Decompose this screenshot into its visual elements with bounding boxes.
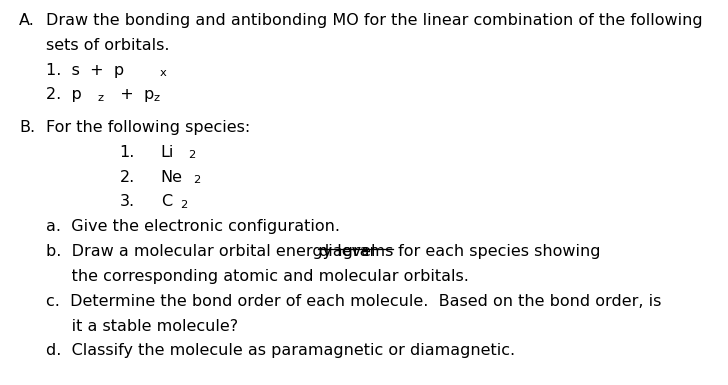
Text: 2: 2 [181, 200, 188, 210]
Text: B.: B. [19, 120, 35, 135]
Text: 1.  s  +  p: 1. s + p [46, 62, 124, 77]
Text: d.  Classify the molecule as paramagnetic or diamagnetic.: d. Classify the molecule as paramagnetic… [46, 343, 515, 358]
Text: 2.  p: 2. p [46, 87, 82, 102]
Text: Li: Li [161, 145, 174, 160]
Text: +  p: + p [110, 87, 154, 102]
Text: z: z [154, 93, 159, 103]
Text: Ne: Ne [161, 169, 183, 184]
Text: x: x [159, 68, 167, 78]
Text: A.: A. [19, 13, 35, 28]
Text: 2: 2 [188, 150, 195, 160]
Text: For the following species:: For the following species: [46, 120, 250, 135]
Text: the corresponding atomic and molecular orbitals.: the corresponding atomic and molecular o… [46, 269, 469, 284]
Text: sets of orbitals.: sets of orbitals. [46, 38, 169, 53]
Text: diagrams: diagrams [318, 244, 394, 259]
Text: c.  Determine the bond order of each molecule.  Based on the bond order, is: c. Determine the bond order of each mole… [46, 294, 661, 309]
Text: b.  Draw a molecular orbital energy level: b. Draw a molecular orbital energy level [46, 244, 380, 259]
Text: for each species showing: for each species showing [393, 244, 601, 259]
Text: 2: 2 [194, 175, 200, 185]
Text: C: C [161, 194, 172, 209]
Text: 3.: 3. [119, 194, 135, 209]
Text: a.  Give the electronic configuration.: a. Give the electronic configuration. [46, 219, 340, 234]
Text: 2.: 2. [119, 169, 135, 184]
Text: z: z [97, 93, 103, 103]
Text: Draw the bonding and antibonding MO for the linear combination of the following: Draw the bonding and antibonding MO for … [46, 13, 703, 28]
Text: it a stable molecule?: it a stable molecule? [46, 319, 238, 334]
Text: 1.: 1. [119, 145, 135, 160]
